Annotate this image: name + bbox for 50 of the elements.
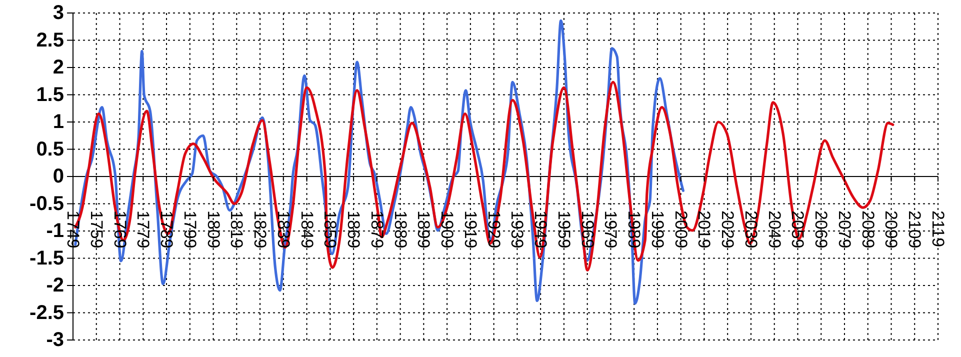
x-tick-label: 1939 [508, 210, 527, 248]
x-tick-label: 1949 [531, 210, 550, 248]
x-tick-label: 1909 [438, 210, 457, 248]
x-tick-label: 1979 [601, 210, 620, 248]
x-tick-label: 1869 [344, 210, 364, 248]
x-tick-label: 1779 [134, 210, 153, 248]
y-tick-label: 2.5 [36, 29, 64, 52]
x-tick-label: 1969 [578, 210, 597, 248]
x-tick-label: 1919 [460, 210, 480, 248]
y-tick-label: -2 [46, 274, 64, 296]
x-tick-label: 2069 [812, 210, 831, 248]
y-tick-label: -1 [46, 220, 64, 242]
x-tick-label: 2079 [834, 210, 854, 248]
x-tick-label: 2039 [741, 210, 760, 248]
x-tick-label: 1929 [484, 210, 504, 248]
x-tick-label: 2089 [858, 210, 878, 248]
x-tick-label: 1789 [157, 210, 176, 248]
x-tick-label: 1899 [414, 210, 434, 248]
y-tick-label: 2 [52, 56, 64, 78]
x-tick-label: 1989 [624, 210, 644, 248]
y-tick-label: -2.5 [30, 302, 64, 324]
y-tick-label: -1.5 [30, 247, 64, 270]
y-tick-label: -3 [46, 329, 64, 351]
y-tick-label: 1 [52, 111, 64, 133]
x-tick-label: 2009 [671, 210, 690, 248]
x-tick-label: 2049 [764, 210, 784, 248]
x-tick-label: 1799 [180, 210, 200, 248]
x-tick-label: 1879 [367, 210, 386, 248]
x-tick-label: 1819 [227, 210, 246, 248]
y-tick-label: 3 [52, 2, 64, 24]
x-tick-label: 1759 [86, 210, 106, 248]
x-tick-label: 2059 [788, 210, 808, 248]
x-tick-label: 1829 [250, 210, 270, 248]
y-tick-label: -0.5 [30, 192, 64, 215]
y-tick-label: 1.5 [36, 84, 64, 106]
x-tick-label: 1849 [297, 210, 316, 248]
y-tick-label: 0.5 [36, 138, 64, 160]
x-tick-label: 1959 [554, 210, 574, 248]
x-tick-label: 1999 [648, 210, 667, 248]
x-tick-label: 2029 [718, 210, 738, 248]
x-tick-label: 2119 [928, 210, 948, 248]
y-tick-label: 0 [52, 166, 64, 188]
x-tick-label: 2019 [694, 210, 714, 248]
x-tick-label: 1889 [390, 210, 410, 248]
x-tick-label: 1839 [274, 210, 293, 248]
x-tick-label: 1769 [110, 210, 130, 248]
x-tick-label: 2109 [905, 210, 924, 248]
x-tick-label: 1859 [320, 210, 340, 248]
x-tick-label: 2099 [882, 210, 901, 248]
x-tick-label: 1809 [204, 210, 223, 248]
